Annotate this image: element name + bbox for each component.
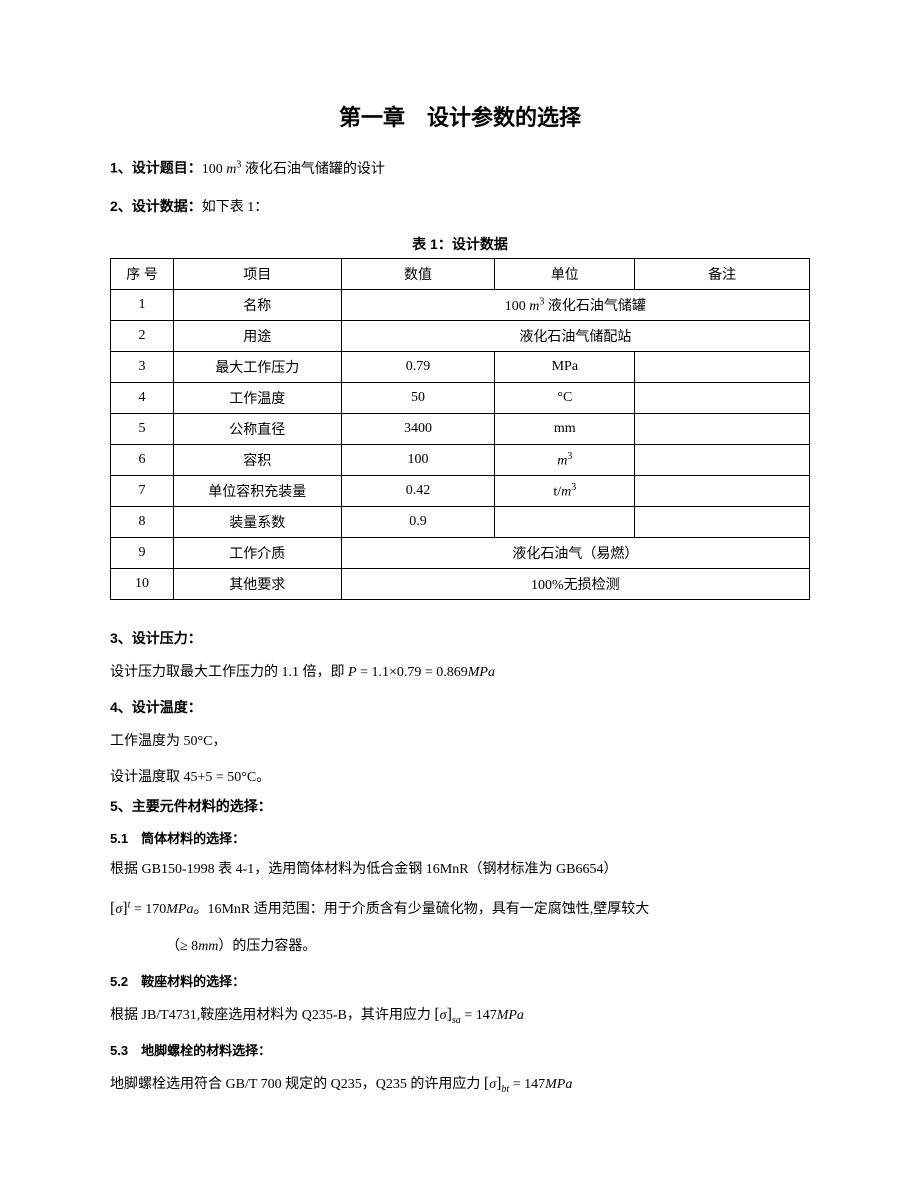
section-5-3-heading: 5.3 地脚螺栓的材料选择：	[110, 1040, 810, 1059]
section-1-label: 设计题目：	[132, 160, 202, 176]
cell-item: 工作介质	[173, 538, 341, 569]
section-5-2-text: 根据 JB/T4731,鞍座选用材料为 Q235-B，其许用应力 [σ]sa =…	[110, 1000, 810, 1030]
table-caption: 表 1：设计数据	[110, 234, 810, 254]
cell-value: 3400	[341, 414, 495, 445]
section-5-2-heading: 5.2 鞍座材料的选择：	[110, 971, 810, 990]
section-4-line2: 设计温度取 45+5 = 50°C。	[110, 765, 810, 792]
cell-item: 单位容积充装量	[173, 476, 341, 507]
cell-item: 其他要求	[173, 569, 341, 600]
cell-value: 100	[341, 445, 495, 476]
section-2-text: 如下表 1：	[202, 200, 269, 215]
cell-unit: t/m3	[495, 476, 635, 507]
cell-idx: 3	[111, 352, 174, 383]
cell-idx: 2	[111, 321, 174, 352]
cell-note	[635, 383, 810, 414]
cell-note	[635, 414, 810, 445]
cell-idx: 10	[111, 569, 174, 600]
section-5-1-p2b: 。16MnR 适用范围：用于介质含有少量硫化物，具有一定腐蚀性,壁厚较大	[193, 902, 649, 917]
cell-unit: m3	[495, 445, 635, 476]
table-header-row: 序 号 项目 数值 单位 备注	[111, 259, 810, 290]
section-5-heading: 5、主要元件材料的选择：	[110, 796, 810, 816]
section-2: 2、设计数据：如下表 1：	[110, 195, 810, 220]
cell-value: 0.42	[341, 476, 495, 507]
cell-idx: 6	[111, 445, 174, 476]
table-row: 3 最大工作压力 0.79 MPa	[111, 352, 810, 383]
cell-item: 公称直径	[173, 414, 341, 445]
section-5-1-heading: 5.1 筒体材料的选择：	[110, 828, 810, 847]
section-1-text: 100 m3 液化石油气储罐的设计	[202, 162, 385, 177]
cell-item: 用途	[173, 321, 341, 352]
cell-item: 装量系数	[173, 507, 341, 538]
cell-item: 容积	[173, 445, 341, 476]
section-5-1-p1: 根据 GB150-1998 表 4-1，选用筒体材料为低合金钢 16MnR（钢材…	[110, 857, 810, 884]
table-row: 1 名称 100 m3 液化石油气储罐	[111, 290, 810, 321]
table-row: 9 工作介质 液化石油气（易燃）	[111, 538, 810, 569]
cell-idx: 9	[111, 538, 174, 569]
cell-unit: mm	[495, 414, 635, 445]
th-unit: 单位	[495, 259, 635, 290]
table-row: 8 装量系数 0.9	[111, 507, 810, 538]
table-row: 10 其他要求 100%无损检测	[111, 569, 810, 600]
section-1: 1、设计题目：100 m3 液化石油气储罐的设计	[110, 156, 810, 181]
cell-item: 工作温度	[173, 383, 341, 414]
design-data-table: 序 号 项目 数值 单位 备注 1 名称 100 m3 液化石油气储罐 2 用途…	[110, 258, 810, 600]
cell-item: 最大工作压力	[173, 352, 341, 383]
section-2-num: 2、	[110, 198, 132, 214]
table-row: 4 工作温度 50 °C	[111, 383, 810, 414]
cell-merged: 液化石油气（易燃）	[341, 538, 809, 569]
th-note: 备注	[635, 259, 810, 290]
section-5-1-p3: （≥ 8mm）的压力容器。	[110, 934, 810, 961]
section-4-line1: 工作温度为 50°C，	[110, 729, 810, 756]
cell-value: 0.9	[341, 507, 495, 538]
cell-value: 0.79	[341, 352, 495, 383]
table-row: 2 用途 液化石油气储配站	[111, 321, 810, 352]
cell-item: 名称	[173, 290, 341, 321]
cell-idx: 1	[111, 290, 174, 321]
cell-note	[635, 476, 810, 507]
section-3-text: 设计压力取最大工作压力的 1.1 倍，即 P = 1.1×0.79 = 0.86…	[110, 660, 810, 687]
table-row: 6 容积 100 m3	[111, 445, 810, 476]
section-5-1-p2: [σ]t = 170MPa。16MnR 适用范围：用于介质含有少量硫化物，具有一…	[110, 894, 810, 924]
cell-unit: °C	[495, 383, 635, 414]
cell-idx: 7	[111, 476, 174, 507]
chapter-title: 第一章 设计参数的选择	[110, 100, 810, 132]
cell-idx: 5	[111, 414, 174, 445]
section-4-heading: 4、设计温度：	[110, 697, 810, 717]
section-5-3-text: 地脚螺栓选用符合 GB/T 700 规定的 Q235，Q235 的许用应力 [σ…	[110, 1069, 810, 1099]
th-idx: 序 号	[111, 259, 174, 290]
cell-merged: 100%无损检测	[341, 569, 809, 600]
cell-merged: 液化石油气储配站	[341, 321, 809, 352]
section-3-heading: 3、设计压力：	[110, 628, 810, 648]
section-2-label: 设计数据：	[132, 198, 202, 214]
cell-merged: 100 m3 液化石油气储罐	[341, 290, 809, 321]
table-row: 7 单位容积充装量 0.42 t/m3	[111, 476, 810, 507]
cell-unit: MPa	[495, 352, 635, 383]
table-row: 5 公称直径 3400 mm	[111, 414, 810, 445]
cell-value: 50	[341, 383, 495, 414]
section-1-num: 1、	[110, 160, 132, 176]
cell-idx: 8	[111, 507, 174, 538]
cell-idx: 4	[111, 383, 174, 414]
th-item: 项目	[173, 259, 341, 290]
cell-unit	[495, 507, 635, 538]
cell-note	[635, 352, 810, 383]
th-value: 数值	[341, 259, 495, 290]
cell-note	[635, 507, 810, 538]
cell-note	[635, 445, 810, 476]
